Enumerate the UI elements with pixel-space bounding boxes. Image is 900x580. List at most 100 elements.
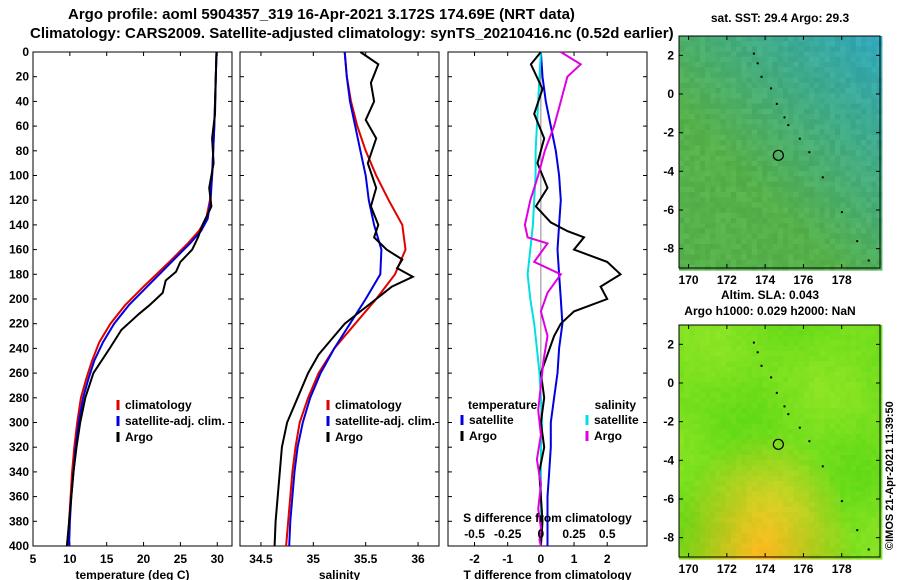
map-cell — [705, 538, 711, 544]
map-cell — [809, 36, 815, 42]
map-cell — [803, 249, 810, 255]
map-cell — [694, 155, 701, 162]
map-cell — [793, 533, 800, 539]
map-cell — [866, 403, 872, 409]
map-cell — [715, 512, 722, 518]
map-cell — [824, 351, 831, 357]
map-cell — [861, 548, 867, 555]
map-cell — [762, 351, 768, 357]
map-cell — [772, 392, 779, 399]
map-cell — [850, 465, 857, 472]
map-cell — [731, 340, 737, 347]
map-cell — [720, 403, 727, 409]
map-cell — [705, 36, 711, 42]
map-cell — [699, 223, 706, 229]
map-cell — [736, 512, 742, 518]
map-cell — [725, 325, 732, 331]
map-cell — [679, 259, 685, 266]
map-cell — [699, 403, 706, 409]
map-cell — [684, 155, 690, 162]
map-cell — [736, 82, 742, 89]
map-cell — [803, 93, 810, 99]
map-cell — [762, 124, 768, 131]
map-cell — [861, 501, 867, 508]
map-cell — [855, 543, 862, 550]
map-cell — [829, 119, 836, 125]
y-tick-label: 80 — [16, 144, 30, 158]
map-cell — [829, 501, 836, 508]
map-cell — [772, 36, 779, 42]
map-cell — [814, 486, 820, 492]
map-cell — [819, 155, 826, 162]
map-cell — [855, 207, 862, 214]
x-tick-label: 30 — [211, 552, 225, 566]
map-cell — [850, 145, 857, 151]
map-cell — [705, 88, 711, 94]
map-cell — [814, 98, 820, 105]
map-cell — [694, 460, 701, 466]
map-cell — [855, 46, 862, 53]
map-cell — [736, 181, 742, 188]
map-cell — [715, 197, 722, 203]
map-cell — [757, 538, 763, 544]
map-cell — [767, 548, 774, 555]
map-cell — [679, 501, 685, 508]
map-cell — [840, 129, 846, 136]
map-cell — [840, 36, 846, 42]
map-cell — [845, 522, 852, 529]
map-cell — [814, 543, 820, 550]
map-cell — [798, 218, 805, 224]
map-cell — [767, 481, 774, 487]
map-cell — [824, 41, 831, 47]
map-cell — [861, 543, 867, 550]
map-cell — [679, 351, 685, 357]
map-cell — [689, 439, 696, 446]
map-cell — [736, 527, 742, 534]
map-cell — [793, 238, 800, 245]
map-cell — [850, 212, 857, 219]
map-cell — [777, 330, 784, 336]
map-cell — [855, 176, 862, 183]
map-cell — [783, 171, 789, 177]
map-cell — [793, 72, 800, 79]
map-cell — [866, 527, 872, 534]
map-cell — [824, 522, 831, 529]
map-cell — [814, 197, 820, 203]
map-cell — [803, 77, 810, 84]
map-cell — [835, 124, 841, 131]
map-cell — [793, 228, 800, 235]
map-cell — [840, 501, 846, 508]
map-cell — [751, 465, 758, 472]
map-cell — [824, 103, 831, 110]
map-cell — [694, 397, 701, 404]
map-cell — [855, 181, 862, 188]
map-cell — [689, 233, 696, 240]
map-cell — [689, 212, 696, 219]
map-cell — [783, 548, 789, 555]
map-cell — [819, 202, 826, 209]
map-cell — [725, 335, 732, 342]
map-cell — [679, 543, 685, 550]
map-cell — [684, 181, 690, 188]
map-cell — [689, 408, 696, 414]
map-cell — [689, 36, 696, 42]
map-cell — [741, 496, 748, 503]
map-cell — [751, 408, 758, 414]
map-cell — [694, 387, 701, 394]
map-cell — [679, 533, 685, 539]
map-cell — [731, 223, 737, 229]
map-cell — [829, 155, 836, 162]
map-cell — [855, 351, 862, 357]
map-cell — [699, 207, 706, 214]
map-cell — [835, 181, 841, 188]
map-cell — [871, 233, 878, 240]
map-cell — [772, 176, 779, 183]
map-cell — [684, 46, 690, 53]
map-cell — [679, 397, 685, 404]
map-cell — [788, 543, 794, 550]
map-cell — [731, 212, 737, 219]
map-cell — [741, 356, 748, 362]
map-cell — [803, 392, 810, 399]
map-cell — [835, 361, 841, 368]
map-cell — [767, 82, 774, 89]
